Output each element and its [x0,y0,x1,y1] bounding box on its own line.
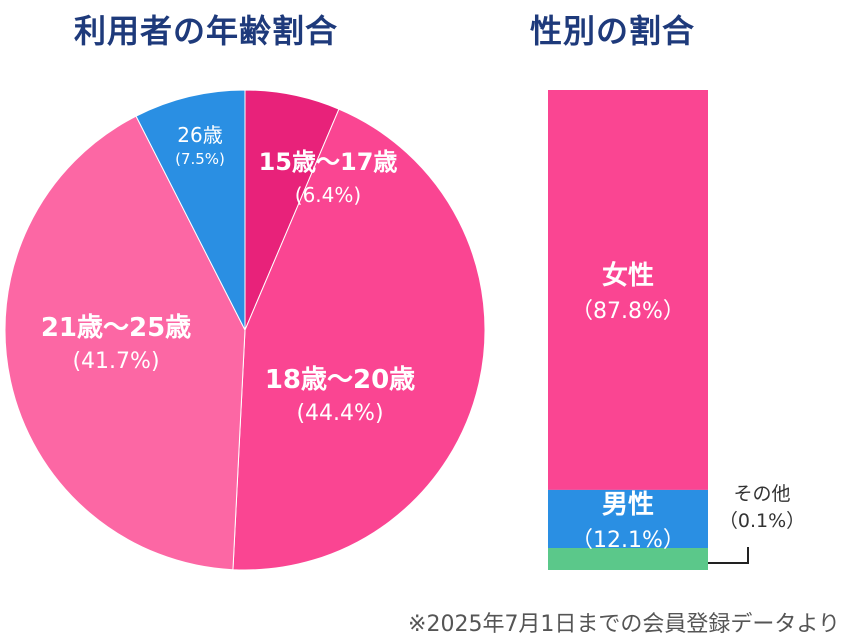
pie-slice [232,108,486,571]
bar-segment [548,489,708,548]
footnote: ※2025年7月1日までの会員登録データより [408,612,840,637]
age-chart-title: 利用者の年齢割合 [74,12,339,50]
bar-segment [548,90,708,490]
gender-stacked-bar: 女性 （87.8%） 男性 （12.1%） その他 （0.1%） [548,90,805,570]
pie-slice-label: 15歳〜17歳 [259,148,398,176]
pie-slice-value: (6.4%) [295,183,361,207]
charts-canvas: 15歳〜17歳 (6.4%) 18歳〜20歳 (44.4%) 21歳〜25歳 (41.7%… [4,89,805,571]
gender-chart-title: 性別の割合 [530,12,696,50]
pie-slice [135,89,246,331]
bar-segment-label: その他 [733,483,790,505]
pie-slice-value: (7.5%) [175,150,225,168]
bar-segment [548,548,708,570]
pie-slice-label: 18歳〜20歳 [265,365,415,395]
bar-segment-label: 男性 [602,490,654,520]
age-pie-chart: 15歳〜17歳 (6.4%) 18歳〜20歳 (44.4%) 21歳〜25歳 (41.7%… [4,89,486,571]
leader-line [708,547,749,564]
pie-slice-label: 21歳〜25歳 [41,313,191,343]
pie-slice-label: 26歳 [177,123,222,147]
bar-segment-label: 女性 [602,260,654,291]
pie-slice [4,115,246,571]
bar-segment-value: （12.1%） [571,528,685,553]
pie-slice-value: (41.7%) [72,349,159,374]
pie-slice-value: (44.4%) [296,401,383,426]
bar-segment-value: （87.8%） [571,299,685,324]
bar-segment-value: （0.1%） [719,510,805,532]
